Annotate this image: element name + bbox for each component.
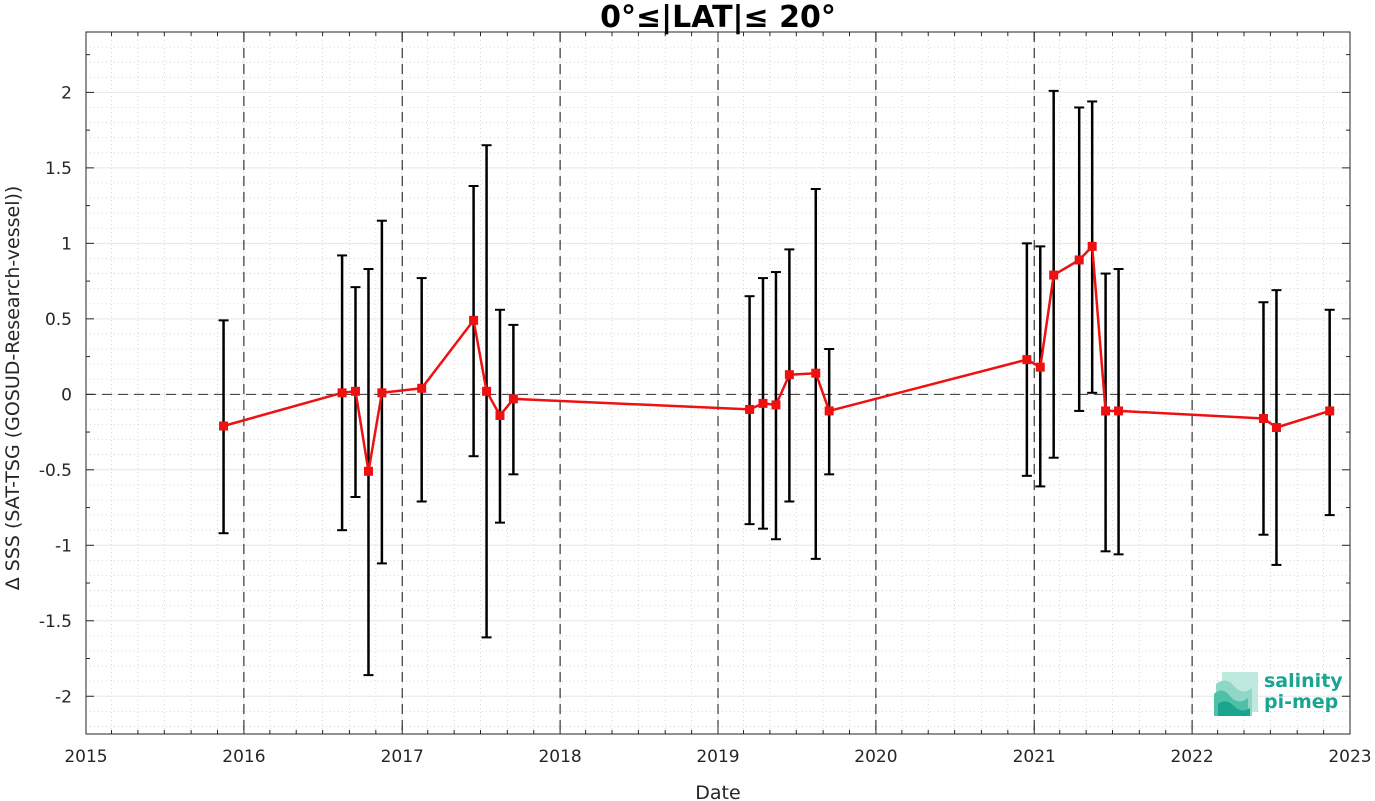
axis-ticks [85,32,1351,735]
logo-wave-icon [1214,672,1258,716]
data-point-marker [771,400,781,410]
y-tick-labels: -2 -1.5 -1 -0.5 0 0.5 1 1.5 2 [39,83,72,707]
data-point-marker [417,383,427,393]
data-point-marker [811,368,821,378]
data-point-marker [219,421,229,431]
x-tick-label: 2018 [538,747,581,767]
data-point-marker [1035,362,1045,372]
data-point-marker [1271,423,1281,433]
data-point-marker [1258,413,1268,423]
data-point-marker [824,406,834,416]
chart-title: 0°≤|LAT|≤ 20° [600,0,836,35]
data-point-marker [363,466,373,476]
y-tick-label: 2 [61,83,72,103]
logo-text-line1: salinity [1264,670,1343,692]
y-tick-label: -0.5 [39,461,72,481]
x-tick-label: 2019 [696,747,739,767]
x-axis-title: Date [695,782,740,801]
data-point-marker [495,410,505,420]
data-point-marker [350,386,360,396]
data-point-marker [1101,406,1111,416]
x-tick-label: 2022 [1170,747,1213,767]
series-line [223,245,1331,473]
data-point-marker [784,370,794,380]
data-point-marker [1074,255,1084,265]
x-tick-label: 2016 [222,747,265,767]
y-tick-label: -1.5 [39,612,72,632]
data-point-marker [1087,241,1097,251]
logo-text-line2: pi-mep [1264,691,1338,713]
x-tick-labels: 2015 2016 2017 2018 2019 2020 2021 2022 2023 [64,747,1371,767]
data-point-marker [1325,406,1335,416]
x-tick-label: 2023 [1328,747,1371,767]
data-point-marker [337,388,347,398]
data-point-marker [469,315,479,325]
data-point-marker [1114,406,1124,416]
y-tick-label: -2 [55,687,72,707]
data-point-marker [745,404,755,414]
series-markers [219,241,1335,476]
data-point-marker [508,394,518,404]
x-tick-label: 2020 [854,747,897,767]
data-point-marker [1022,355,1032,365]
data-point-marker [1049,270,1059,280]
y-tick-label: 0.5 [45,310,72,330]
x-tick-label: 2015 [64,747,107,767]
y-tick-label: 1.5 [45,159,72,179]
x-tick-label: 2021 [1013,747,1056,767]
year-dashed-lines [243,32,1193,734]
data-point-marker [482,386,492,396]
y-tick-label: 0 [61,385,72,405]
y-tick-label: -1 [55,536,72,556]
x-tick-label: 2017 [381,747,424,767]
data-point-marker [377,388,387,398]
salinity-pi-mep-logo: salinity pi-mep [1214,670,1343,716]
y-tick-label: 1 [61,234,72,254]
y-axis-title: Δ SSS (SAT-TSG (GOSUD-Research-vessel)) [2,186,24,591]
data-point-marker [758,398,768,408]
